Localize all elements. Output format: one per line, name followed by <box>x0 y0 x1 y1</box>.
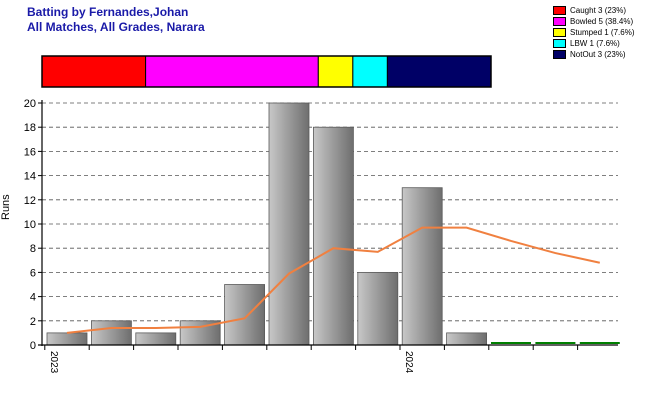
legend-swatch-notout <box>553 50 566 59</box>
legend-item-lbw: LBW 1 (7.6%) <box>553 38 634 49</box>
dismissal-segment-bowled <box>145 55 319 88</box>
legend-label-lbw: LBW 1 (7.6%) <box>570 39 620 48</box>
legend-label-caught: Caught 3 (23%) <box>570 6 627 15</box>
y-tick-label: 8 <box>30 243 36 255</box>
y-tick-label: 20 <box>24 98 36 110</box>
average-line-path <box>66 226 601 334</box>
legend-item-bowled: Bowled 5 (38.4%) <box>553 16 634 27</box>
average-line <box>66 226 601 334</box>
bar <box>91 320 132 346</box>
dismissal-bar <box>41 55 492 88</box>
dismissal-segment-caught <box>41 55 147 88</box>
bar <box>446 332 488 346</box>
bar <box>312 126 354 346</box>
legend-item-stumped: Stumped 1 (7.6%) <box>553 27 634 38</box>
bar <box>224 284 266 346</box>
bar <box>357 271 399 346</box>
legend-swatch-bowled <box>553 17 566 26</box>
y-tick-label: 4 <box>30 292 36 304</box>
y-tick-label: 14 <box>24 171 36 183</box>
bars <box>46 102 620 346</box>
y-tick-label: 2 <box>30 316 36 328</box>
y-tick-label: 16 <box>24 146 36 158</box>
dismissal-segment-lbw <box>352 55 388 88</box>
legend-swatch-stumped <box>553 28 566 37</box>
bar <box>268 102 310 346</box>
legend-item-caught: Caught 3 (23%) <box>553 5 634 16</box>
bar <box>135 332 177 346</box>
y-tick-label: 6 <box>30 267 36 279</box>
bar <box>401 187 443 346</box>
axes: 0 2 4 6 8 10 12 14 16 18 20 2023 2024 <box>24 98 618 374</box>
x-tick-label: 2024 <box>403 351 414 374</box>
y-tick-label: 10 <box>24 219 36 231</box>
chart-title: Batting by Fernandes,Johan <box>27 5 189 19</box>
legend-swatch-lbw <box>553 39 566 48</box>
legend-label-bowled: Bowled 5 (38.4%) <box>570 17 634 26</box>
chart-subtitle: All Matches, All Grades, Narara <box>27 20 205 34</box>
x-tick-label: 2023 <box>48 351 59 374</box>
dismissal-segment-notout <box>386 55 492 88</box>
dismissal-bar-frame <box>41 55 492 88</box>
y-tick-label: 0 <box>30 340 36 352</box>
dismissal-segment-stumped <box>317 55 354 88</box>
y-tick-label: 12 <box>24 195 36 207</box>
legend-swatch-caught <box>553 6 566 15</box>
y-tick-label: 18 <box>24 122 36 134</box>
legend-label-stumped: Stumped 1 (7.6%) <box>570 28 635 37</box>
legend-label-notout: NotOut 3 (23%) <box>570 50 626 59</box>
legend-item-notout: NotOut 3 (23%) <box>553 49 634 60</box>
legend: Caught 3 (23%) Bowled 5 (38.4%) Stumped … <box>553 5 634 60</box>
bar <box>46 332 88 346</box>
